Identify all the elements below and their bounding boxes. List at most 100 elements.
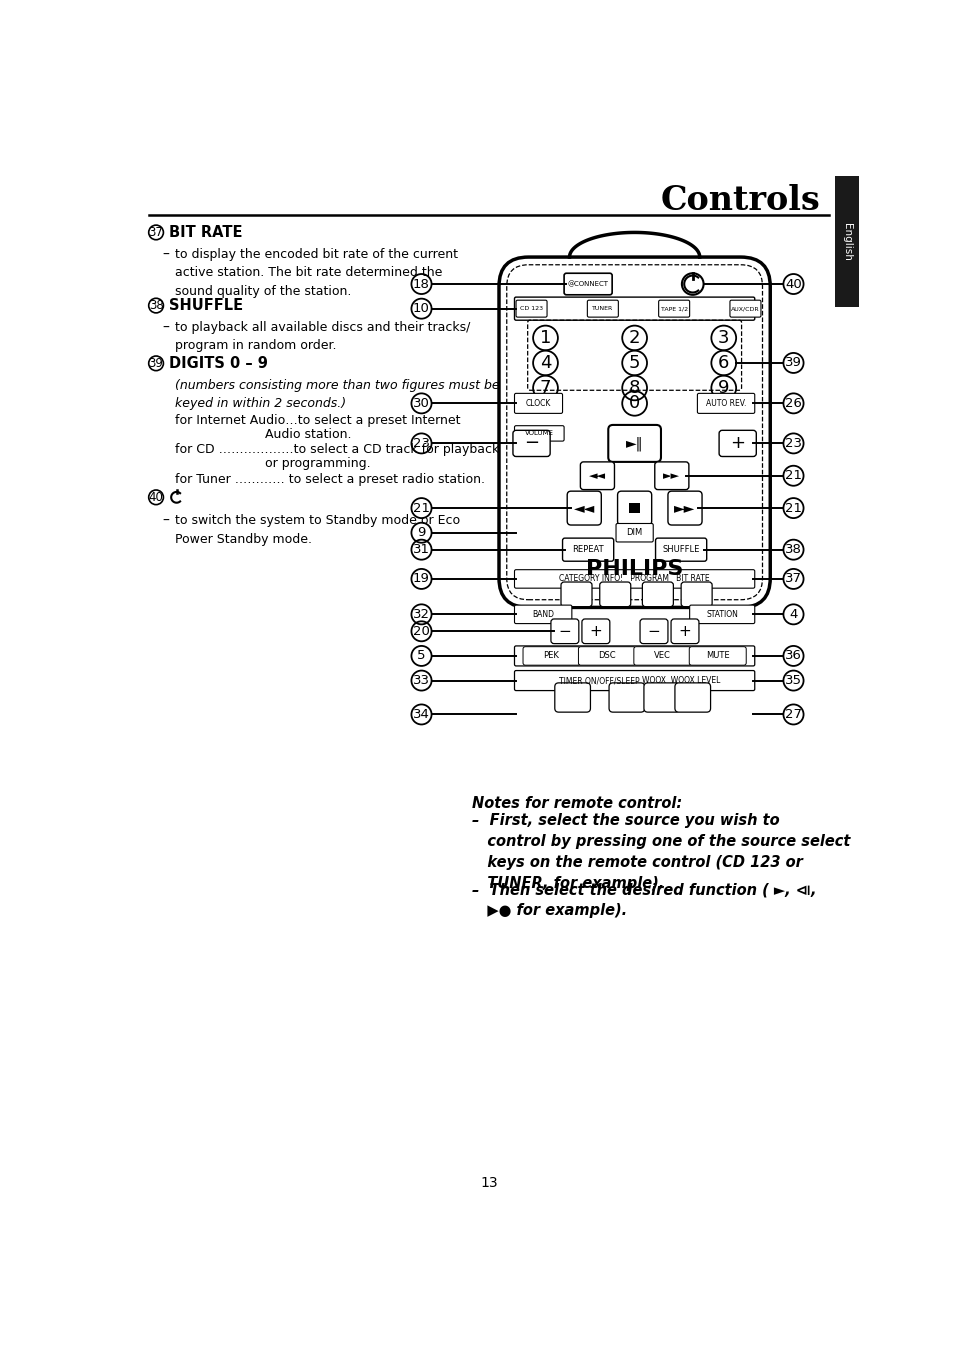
Text: AUX/CDR: AUX/CDR bbox=[730, 306, 759, 311]
FancyBboxPatch shape bbox=[641, 582, 673, 606]
Text: 6: 6 bbox=[718, 354, 729, 372]
Text: (numbers consisting more than two figures must be
keyed in within 2 seconds.): (numbers consisting more than two figure… bbox=[174, 379, 499, 410]
Text: PHILIPS: PHILIPS bbox=[585, 559, 682, 579]
Text: to playback all available discs and their tracks/
program in random order.: to playback all available discs and thei… bbox=[174, 321, 470, 353]
Text: 32: 32 bbox=[413, 607, 430, 621]
Text: SHUFFLE: SHUFFLE bbox=[169, 298, 243, 313]
Text: 38: 38 bbox=[784, 543, 801, 556]
Text: ►►: ►► bbox=[674, 501, 695, 515]
FancyBboxPatch shape bbox=[729, 300, 760, 317]
Text: ◄◄: ◄◄ bbox=[588, 471, 605, 480]
Text: 34: 34 bbox=[413, 708, 430, 721]
Text: AUTO REV.: AUTO REV. bbox=[705, 399, 745, 407]
FancyBboxPatch shape bbox=[514, 671, 754, 690]
FancyBboxPatch shape bbox=[608, 683, 644, 712]
Text: +: + bbox=[678, 624, 691, 639]
Text: –: – bbox=[162, 514, 170, 528]
FancyBboxPatch shape bbox=[658, 300, 689, 317]
FancyBboxPatch shape bbox=[581, 618, 609, 644]
FancyBboxPatch shape bbox=[616, 524, 653, 543]
FancyBboxPatch shape bbox=[670, 618, 699, 644]
FancyBboxPatch shape bbox=[655, 538, 706, 561]
Text: CATEGORY INFO!   PROGRAM   BIT RATE: CATEGORY INFO! PROGRAM BIT RATE bbox=[558, 575, 709, 583]
Text: to display the encoded bit rate of the current
active station. The bit rate dete: to display the encoded bit rate of the c… bbox=[174, 248, 457, 298]
Text: VOLUME: VOLUME bbox=[524, 430, 554, 437]
Text: 23: 23 bbox=[784, 437, 801, 451]
Text: −: − bbox=[523, 434, 538, 452]
Text: TIMER ON/OFF/SLEEP: TIMER ON/OFF/SLEEP bbox=[558, 676, 639, 685]
Text: DIGITS 0 – 9: DIGITS 0 – 9 bbox=[169, 356, 268, 371]
FancyBboxPatch shape bbox=[514, 298, 754, 321]
Text: 5: 5 bbox=[628, 354, 639, 372]
Text: 20: 20 bbox=[413, 625, 430, 637]
Text: ►►: ►► bbox=[662, 471, 679, 480]
Text: –  Then select the desired function ( ►, ⧏,
   ▶● for example).: – Then select the desired function ( ►, … bbox=[472, 882, 816, 919]
FancyBboxPatch shape bbox=[633, 647, 690, 666]
Text: 8: 8 bbox=[628, 379, 639, 396]
FancyBboxPatch shape bbox=[550, 618, 578, 644]
Text: 35: 35 bbox=[784, 674, 801, 687]
Text: 23: 23 bbox=[413, 437, 430, 451]
Text: Controls: Controls bbox=[660, 184, 820, 216]
Text: CLOCK: CLOCK bbox=[525, 399, 551, 407]
Text: or programming.: or programming. bbox=[265, 457, 370, 471]
FancyBboxPatch shape bbox=[560, 582, 592, 606]
Text: ►‖: ►‖ bbox=[625, 436, 642, 451]
Text: 40: 40 bbox=[149, 491, 163, 503]
Text: 36: 36 bbox=[784, 649, 801, 663]
Bar bbox=[629, 503, 639, 514]
Text: Audio station.: Audio station. bbox=[265, 428, 351, 441]
Text: 3: 3 bbox=[718, 329, 729, 346]
FancyBboxPatch shape bbox=[514, 570, 754, 589]
Text: 9: 9 bbox=[718, 379, 729, 396]
FancyBboxPatch shape bbox=[617, 491, 651, 525]
FancyBboxPatch shape bbox=[563, 273, 612, 295]
Text: SHUFFLE: SHUFFLE bbox=[661, 545, 700, 555]
Text: 39: 39 bbox=[149, 357, 163, 369]
FancyBboxPatch shape bbox=[513, 430, 550, 456]
FancyBboxPatch shape bbox=[719, 430, 756, 456]
Text: 21: 21 bbox=[413, 502, 430, 514]
Text: 4: 4 bbox=[539, 354, 551, 372]
FancyBboxPatch shape bbox=[514, 394, 562, 414]
FancyBboxPatch shape bbox=[498, 257, 769, 607]
FancyBboxPatch shape bbox=[697, 394, 754, 414]
Text: REPEAT: REPEAT bbox=[572, 545, 603, 555]
Text: English: English bbox=[841, 223, 851, 261]
Text: –: – bbox=[162, 248, 170, 262]
FancyBboxPatch shape bbox=[516, 300, 546, 317]
Text: BAND: BAND bbox=[532, 610, 554, 618]
Text: –: – bbox=[162, 321, 170, 336]
FancyBboxPatch shape bbox=[562, 538, 613, 561]
FancyBboxPatch shape bbox=[599, 582, 630, 606]
FancyBboxPatch shape bbox=[578, 647, 635, 666]
Text: to switch the system to Standby mode or Eco
Power Standby mode.: to switch the system to Standby mode or … bbox=[174, 514, 459, 545]
Text: 26: 26 bbox=[784, 396, 801, 410]
Text: 39: 39 bbox=[784, 356, 801, 369]
FancyBboxPatch shape bbox=[567, 491, 600, 525]
Text: +: + bbox=[729, 434, 744, 452]
FancyBboxPatch shape bbox=[522, 647, 579, 666]
FancyBboxPatch shape bbox=[654, 461, 688, 490]
Text: 2: 2 bbox=[628, 329, 639, 346]
FancyBboxPatch shape bbox=[555, 683, 590, 712]
Text: 30: 30 bbox=[413, 396, 430, 410]
Text: DSC: DSC bbox=[598, 651, 615, 660]
Text: 4: 4 bbox=[788, 607, 797, 621]
Text: PEK: PEK bbox=[543, 651, 558, 660]
Text: DIM: DIM bbox=[626, 528, 642, 537]
Text: @CONNECT: @CONNECT bbox=[567, 281, 608, 287]
Text: 37: 37 bbox=[784, 572, 801, 586]
Text: CD 123: CD 123 bbox=[519, 306, 542, 311]
Text: 27: 27 bbox=[784, 708, 801, 721]
Text: for Tuner ………… to select a preset radio station.: for Tuner ………… to select a preset radio … bbox=[174, 472, 484, 486]
FancyBboxPatch shape bbox=[587, 300, 618, 317]
Text: −: − bbox=[558, 624, 571, 639]
Text: 21: 21 bbox=[784, 469, 801, 482]
Text: 38: 38 bbox=[149, 299, 163, 313]
Text: 40: 40 bbox=[784, 277, 801, 291]
FancyBboxPatch shape bbox=[643, 683, 679, 712]
Text: 31: 31 bbox=[413, 543, 430, 556]
FancyBboxPatch shape bbox=[514, 426, 563, 441]
Text: –  First, select the source you wish to
   control by pressing one of the source: – First, select the source you wish to c… bbox=[472, 813, 849, 892]
